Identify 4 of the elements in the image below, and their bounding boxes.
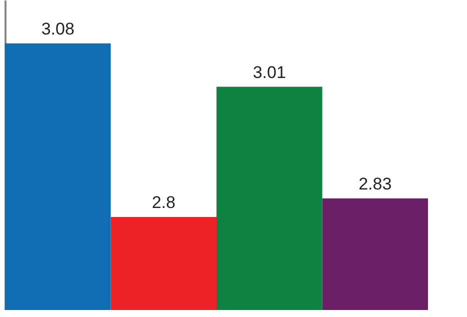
data-label: 2.8: [152, 193, 176, 212]
data-label: 2.83: [358, 174, 392, 194]
data-label: 3.01: [252, 62, 286, 82]
data-label: 3.08: [41, 19, 74, 38]
